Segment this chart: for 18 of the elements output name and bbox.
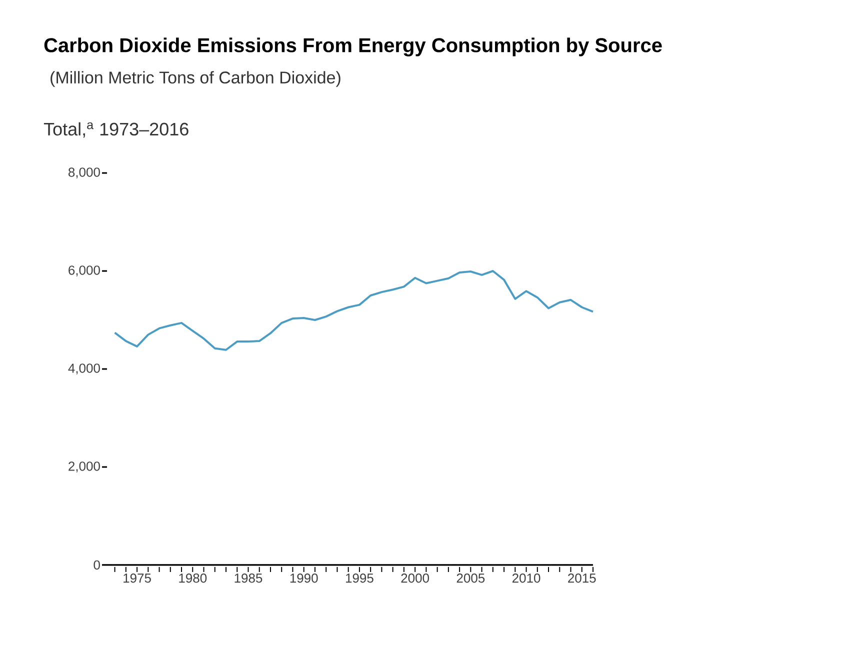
x-tick-label: 1985 <box>234 574 262 583</box>
x-tick-label: 1980 <box>179 574 207 583</box>
x-tick-label: 1975 <box>124 574 151 583</box>
y-tick-label: 2,000 <box>68 462 100 472</box>
x-tick-label: 2005 <box>456 574 485 583</box>
y-tick-label: 4,000 <box>68 364 100 374</box>
y-axis-title: Total,$^{a}$ 1973–2016 <box>44 122 188 138</box>
x-tick-label: 2010 <box>512 574 540 583</box>
x-tick-label: 1990 <box>290 574 318 583</box>
x-tick-label: 2015 <box>568 574 596 583</box>
x-tick-label: 1995 <box>346 574 374 583</box>
y-tick-label: 6,000 <box>68 266 100 276</box>
chart-title: Carbon Dioxide Emissions From Energy Consumption by Source <box>44 38 662 56</box>
chart-subtitle: (Million Metric Tons of Carbon Dioxide) <box>50 71 340 87</box>
line-series <box>114 270 594 351</box>
y-tick-label: 0 <box>94 560 100 570</box>
y-tick-label: 8,000 <box>68 168 100 178</box>
x-tick-label: 2000 <box>401 574 430 583</box>
